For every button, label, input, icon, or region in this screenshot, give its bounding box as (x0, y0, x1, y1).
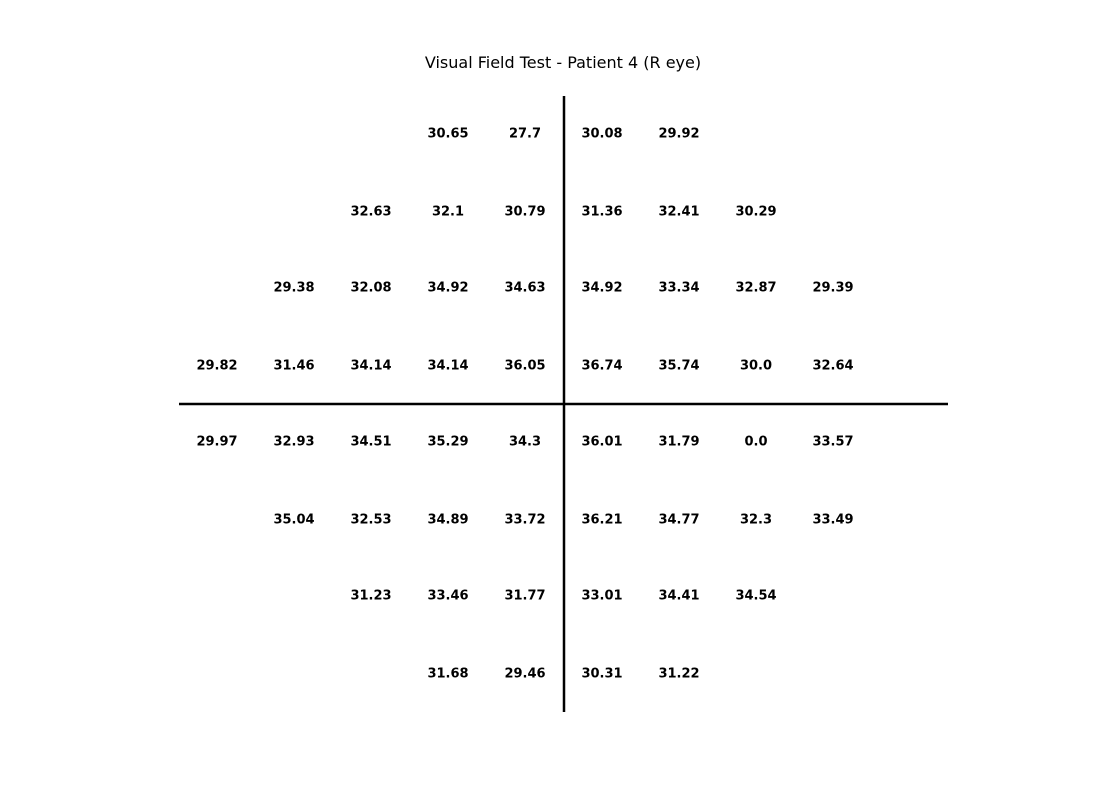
cell-value: 35.29 (427, 435, 468, 450)
cell-value: 34.92 (581, 281, 622, 296)
cell-value: 33.57 (812, 435, 853, 450)
cell-value: 30.65 (427, 127, 468, 142)
cell-value: 35.04 (273, 513, 314, 528)
cell-value: 31.46 (273, 359, 314, 374)
cell-value: 29.46 (504, 667, 545, 682)
cell-value: 32.87 (735, 281, 776, 296)
cell-value: 31.36 (581, 205, 622, 220)
cell-value: 34.54 (735, 589, 776, 604)
cell-value: 32.53 (350, 513, 391, 528)
cell-value: 32.1 (432, 205, 464, 220)
cell-value: 30.31 (581, 667, 622, 682)
cell-value: 30.79 (504, 205, 545, 220)
cell-value: 36.05 (504, 359, 545, 374)
cell-value: 34.92 (427, 281, 468, 296)
cell-value: 33.01 (581, 589, 622, 604)
cell-value: 30.29 (735, 205, 776, 220)
cell-value: 34.14 (427, 359, 468, 374)
cell-value: 33.72 (504, 513, 545, 528)
cell-value: 34.77 (658, 513, 699, 528)
cell-value: 29.82 (196, 359, 237, 374)
chart-title: Visual Field Test - Patient 4 (R eye) (425, 53, 701, 72)
cell-value: 34.89 (427, 513, 468, 528)
cell-value: 32.63 (350, 205, 391, 220)
cell-value: 29.97 (196, 435, 237, 450)
threshold-values: 30.65 27.7 30.08 29.92 32.63 32.1 30.79 31.36 32… (196, 127, 853, 682)
cell-value: 30.08 (581, 127, 622, 142)
cell-value: 34.3 (509, 435, 541, 450)
cell-value: 36.01 (581, 435, 622, 450)
cell-value: 32.3 (740, 513, 772, 528)
cell-value: 33.34 (658, 281, 699, 296)
cell-value: 36.74 (581, 359, 622, 374)
cell-value: 27.7 (509, 127, 541, 142)
cell-value: 29.92 (658, 127, 699, 142)
cell-value: 29.38 (273, 281, 314, 296)
cell-value: 33.49 (812, 513, 853, 528)
cell-value: 29.39 (812, 281, 853, 296)
cell-value: 31.77 (504, 589, 545, 604)
cell-value: 34.14 (350, 359, 391, 374)
cell-value: 32.08 (350, 281, 391, 296)
cell-value: 34.51 (350, 435, 391, 450)
cell-value: 30.0 (740, 359, 772, 374)
cell-value: 31.68 (427, 667, 468, 682)
cell-value: 32.93 (273, 435, 314, 450)
cell-value: 31.22 (658, 667, 699, 682)
cell-value: 0.0 (744, 435, 767, 450)
cell-value: 33.46 (427, 589, 468, 604)
cell-value: 35.74 (658, 359, 699, 374)
cell-value: 34.63 (504, 281, 545, 296)
cell-value: 31.23 (350, 589, 391, 604)
cell-value: 31.79 (658, 435, 699, 450)
cell-value: 36.21 (581, 513, 622, 528)
cell-value: 32.41 (658, 205, 699, 220)
cell-value: 34.41 (658, 589, 699, 604)
cell-value: 32.64 (812, 359, 853, 374)
